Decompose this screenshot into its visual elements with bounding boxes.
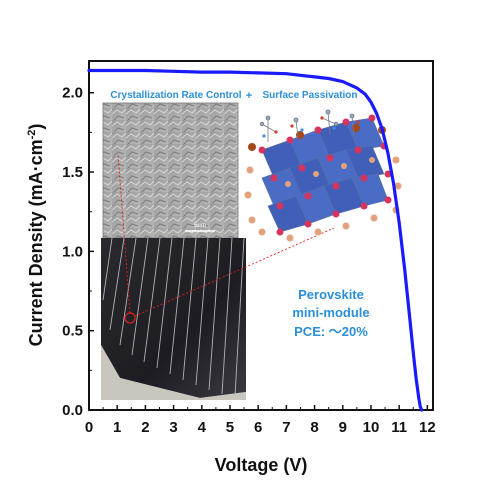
scale-bar-label: 5μm bbox=[194, 223, 206, 229]
y-axis-title-close: ) bbox=[26, 124, 46, 130]
plus-sign: + bbox=[246, 90, 252, 102]
x-tick-label: 2 bbox=[141, 419, 149, 436]
y-tick-label: 2.0 bbox=[62, 85, 83, 102]
leader-line-sem bbox=[117, 153, 131, 314]
x-tick-label: 10 bbox=[363, 419, 380, 436]
module-photo bbox=[101, 238, 246, 400]
x-tick-label: 1 bbox=[113, 419, 121, 436]
x-tick-label: 11 bbox=[391, 419, 407, 436]
x-tick-label: 3 bbox=[169, 419, 177, 436]
x-tick-label: 8 bbox=[310, 419, 318, 436]
x-tick-label: 6 bbox=[254, 419, 262, 436]
y-axis-title: Current Density (mA·cm-2) bbox=[26, 124, 46, 347]
y-axis: 0.0 0.5 1.0 1.5 2.0 bbox=[62, 85, 94, 419]
perovskite-crystal-illustration bbox=[244, 109, 402, 242]
device-label-line1: Perovskite bbox=[298, 287, 364, 302]
plot-frame bbox=[88, 60, 434, 411]
device-label-line2: mini-module bbox=[292, 305, 369, 320]
x-tick-label: 4 bbox=[198, 419, 207, 436]
pce-label: PCE: ～20% bbox=[294, 324, 368, 339]
y-axis-title-sup: -2 bbox=[26, 130, 38, 140]
y-tick-label: 1.0 bbox=[62, 243, 83, 260]
x-tick-label: 7 bbox=[282, 419, 290, 436]
surface-passivation-label: Surface Passivation bbox=[262, 90, 357, 101]
jv-curve-series bbox=[87, 68, 424, 412]
x-axis: 0 1 2 3 4 5 6 7 8 9 10 11 12 bbox=[85, 405, 436, 436]
x-tick-label: 12 bbox=[419, 419, 436, 436]
crystallization-label: Crystallization Rate Control bbox=[110, 90, 241, 101]
y-tick-label: 1.5 bbox=[62, 164, 83, 181]
sem-image: 5μm bbox=[102, 102, 239, 239]
leader-line-crystal bbox=[134, 227, 335, 317]
y-axis-title-main: Current Density (mA·cm bbox=[26, 139, 46, 346]
x-tick-label: 5 bbox=[226, 419, 234, 436]
y-tick-label: 0.5 bbox=[62, 323, 83, 340]
x-axis-title: Voltage (V) bbox=[215, 455, 308, 475]
x-tick-label: 9 bbox=[339, 419, 347, 436]
y-tick-label: 0.0 bbox=[62, 402, 83, 419]
x-tick-label: 0 bbox=[85, 419, 93, 436]
